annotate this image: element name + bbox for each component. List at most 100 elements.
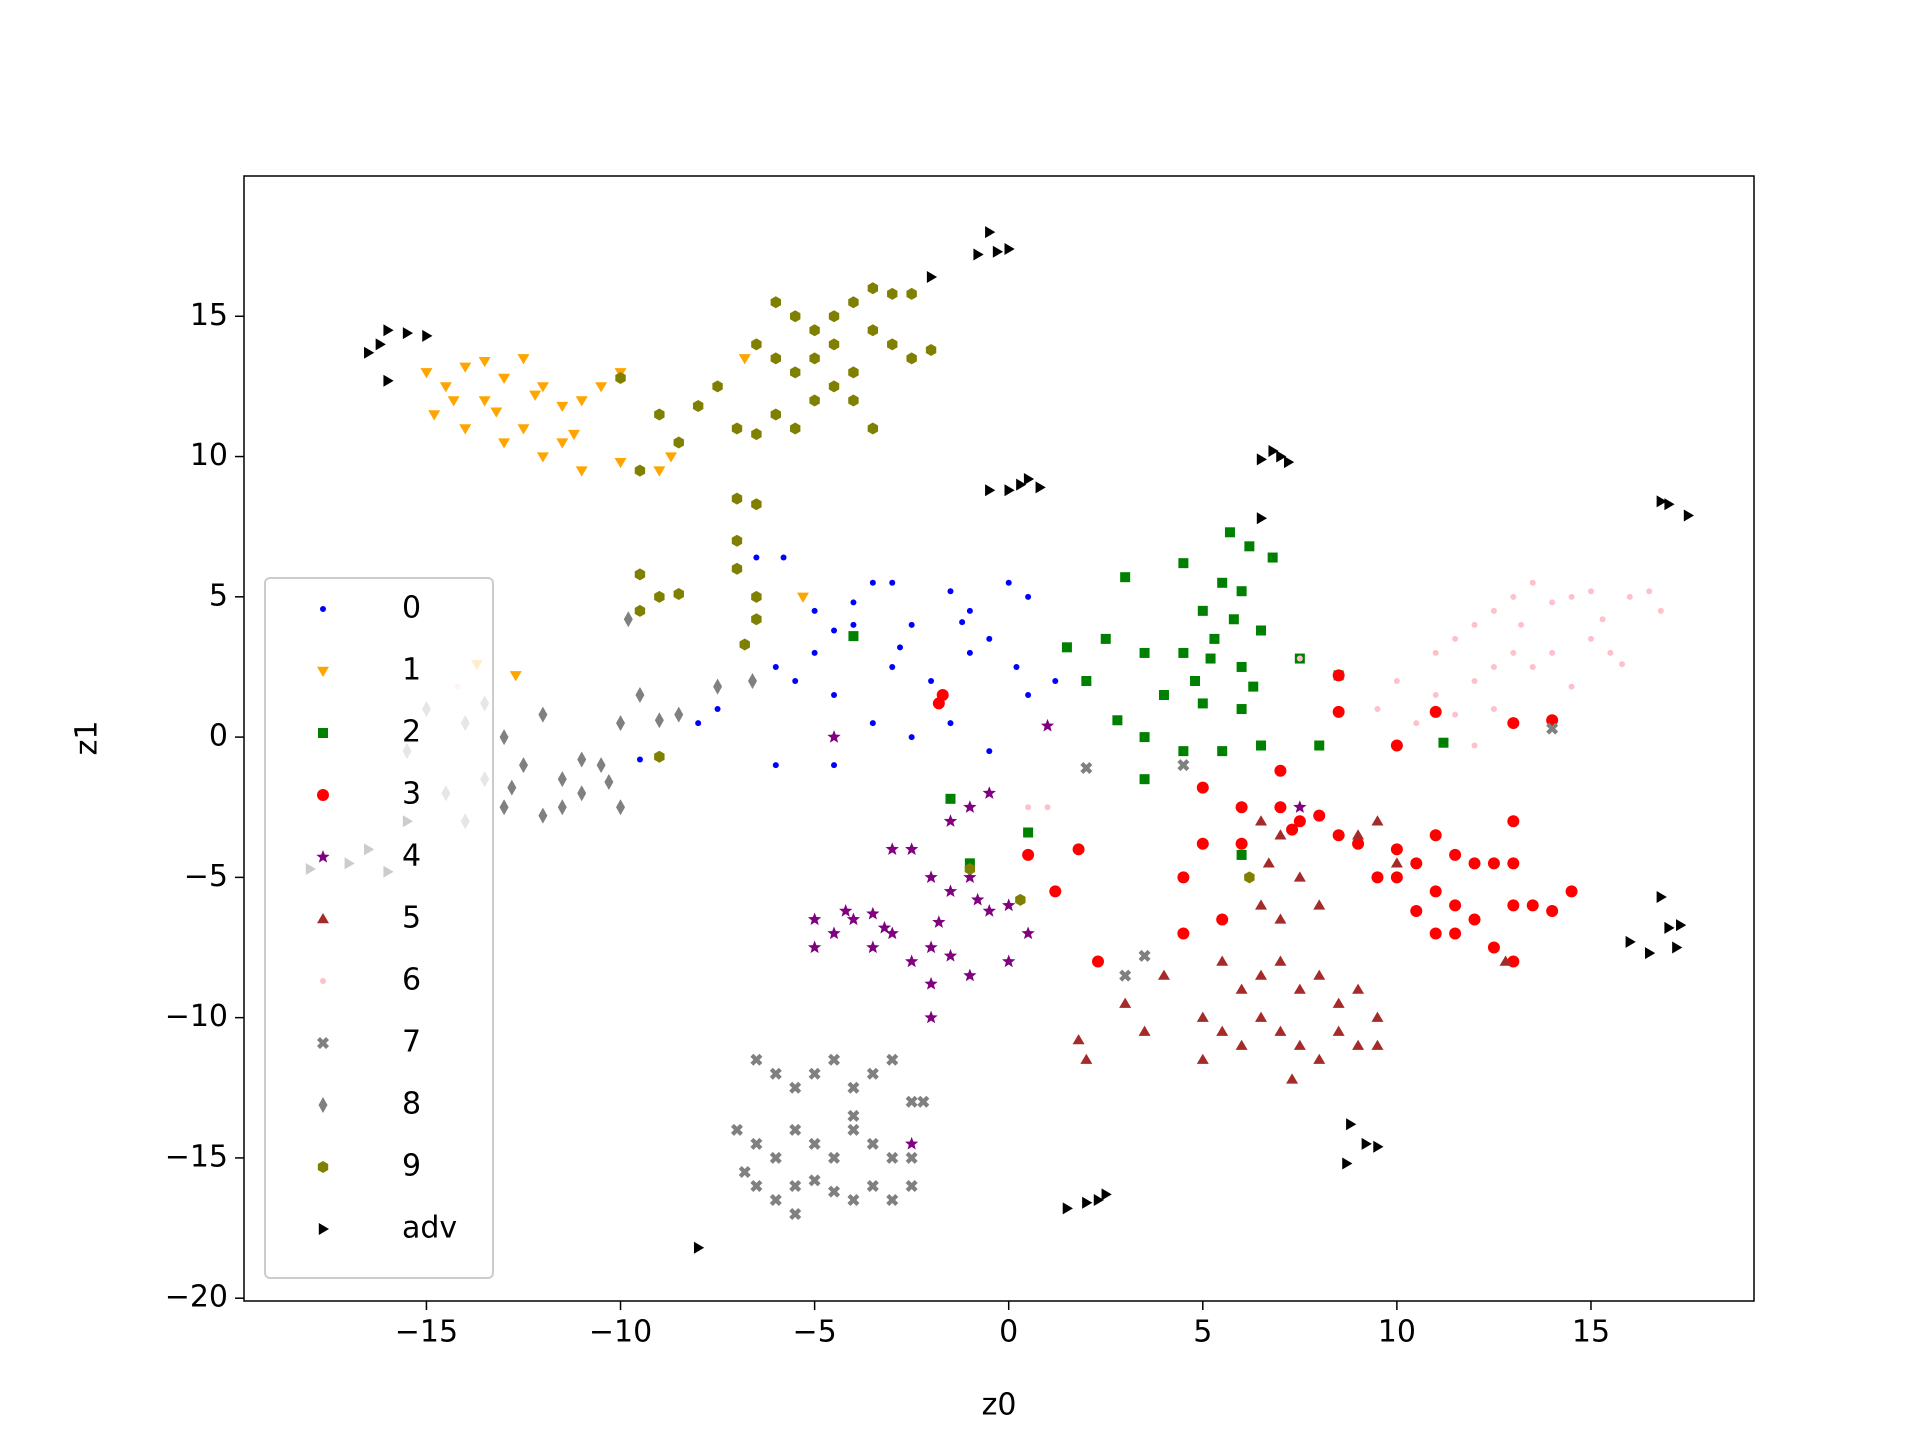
point	[1268, 444, 1279, 457]
point	[1286, 823, 1299, 836]
point	[1510, 649, 1517, 656]
point	[1021, 926, 1035, 940]
point	[889, 579, 896, 586]
point	[459, 424, 472, 435]
point	[966, 607, 973, 614]
legend-marker	[318, 1223, 329, 1235]
point	[1262, 857, 1275, 868]
point	[750, 1179, 763, 1192]
point	[992, 245, 1004, 258]
point	[1236, 661, 1247, 672]
point	[1177, 927, 1190, 940]
point	[809, 324, 820, 337]
point	[577, 785, 587, 802]
point	[1625, 935, 1636, 948]
point	[1061, 642, 1072, 653]
point	[1361, 1137, 1372, 1150]
point	[924, 940, 938, 954]
point	[831, 762, 838, 769]
point	[808, 1174, 821, 1187]
point	[828, 1053, 841, 1066]
point	[1293, 815, 1306, 828]
point	[1293, 983, 1306, 994]
point	[1332, 997, 1345, 1008]
point	[712, 380, 723, 393]
point	[905, 1151, 918, 1164]
y-axis-label: z1	[70, 721, 105, 756]
point	[575, 396, 588, 407]
point	[943, 814, 958, 827]
point	[439, 382, 452, 393]
point	[1599, 616, 1606, 623]
legend-box	[264, 577, 494, 1279]
legend-label: 1	[402, 653, 421, 688]
point	[1035, 481, 1046, 494]
x-tick-label: 5	[1193, 1315, 1212, 1350]
point	[809, 352, 820, 365]
point	[1429, 927, 1442, 940]
point	[1256, 740, 1267, 751]
point	[1676, 919, 1687, 932]
point	[1429, 885, 1442, 898]
point	[1529, 579, 1536, 586]
point	[1228, 614, 1239, 625]
point	[925, 343, 937, 356]
point	[1468, 913, 1481, 926]
point	[780, 554, 787, 561]
point	[807, 912, 822, 926]
point	[1518, 621, 1525, 628]
point	[1158, 690, 1169, 701]
point	[577, 751, 587, 768]
y-tick-label: −20	[165, 1280, 228, 1315]
point	[714, 706, 721, 713]
point	[750, 1137, 763, 1150]
point	[885, 842, 899, 855]
point	[1507, 899, 1520, 912]
point	[1072, 843, 1085, 856]
legend-marker	[317, 666, 329, 677]
point	[886, 1194, 899, 1207]
point	[498, 373, 511, 384]
point	[1499, 955, 1512, 966]
x-tick-label: −15	[395, 1315, 458, 1350]
point	[654, 408, 665, 421]
legend-label: 2	[402, 715, 421, 750]
point	[1196, 1053, 1209, 1064]
x-tick-label: 0	[999, 1315, 1018, 1350]
point	[924, 976, 938, 990]
point	[850, 599, 857, 606]
point	[556, 438, 569, 449]
point	[789, 1123, 802, 1136]
point	[615, 371, 626, 384]
point	[1139, 732, 1150, 743]
point	[517, 354, 530, 365]
point	[420, 368, 433, 379]
point	[886, 1053, 899, 1066]
point	[1177, 759, 1190, 772]
y-tick-label: 5	[209, 578, 228, 613]
legend-marker	[317, 789, 329, 801]
point	[1371, 815, 1384, 826]
point	[1626, 593, 1633, 600]
point	[796, 592, 809, 603]
point	[839, 904, 853, 917]
point	[947, 720, 954, 727]
point	[498, 438, 511, 449]
point	[1549, 649, 1556, 656]
point	[1332, 1025, 1345, 1036]
point	[828, 1151, 841, 1164]
point	[811, 649, 818, 656]
point	[1120, 572, 1131, 583]
point	[1025, 804, 1032, 811]
point	[478, 396, 491, 407]
point	[538, 807, 548, 824]
point	[807, 940, 822, 954]
point	[1526, 899, 1539, 912]
point	[751, 428, 762, 441]
point	[1217, 746, 1228, 757]
point	[848, 631, 859, 642]
point	[1224, 527, 1235, 538]
point	[828, 310, 840, 323]
point	[518, 757, 528, 774]
point	[1390, 739, 1403, 752]
